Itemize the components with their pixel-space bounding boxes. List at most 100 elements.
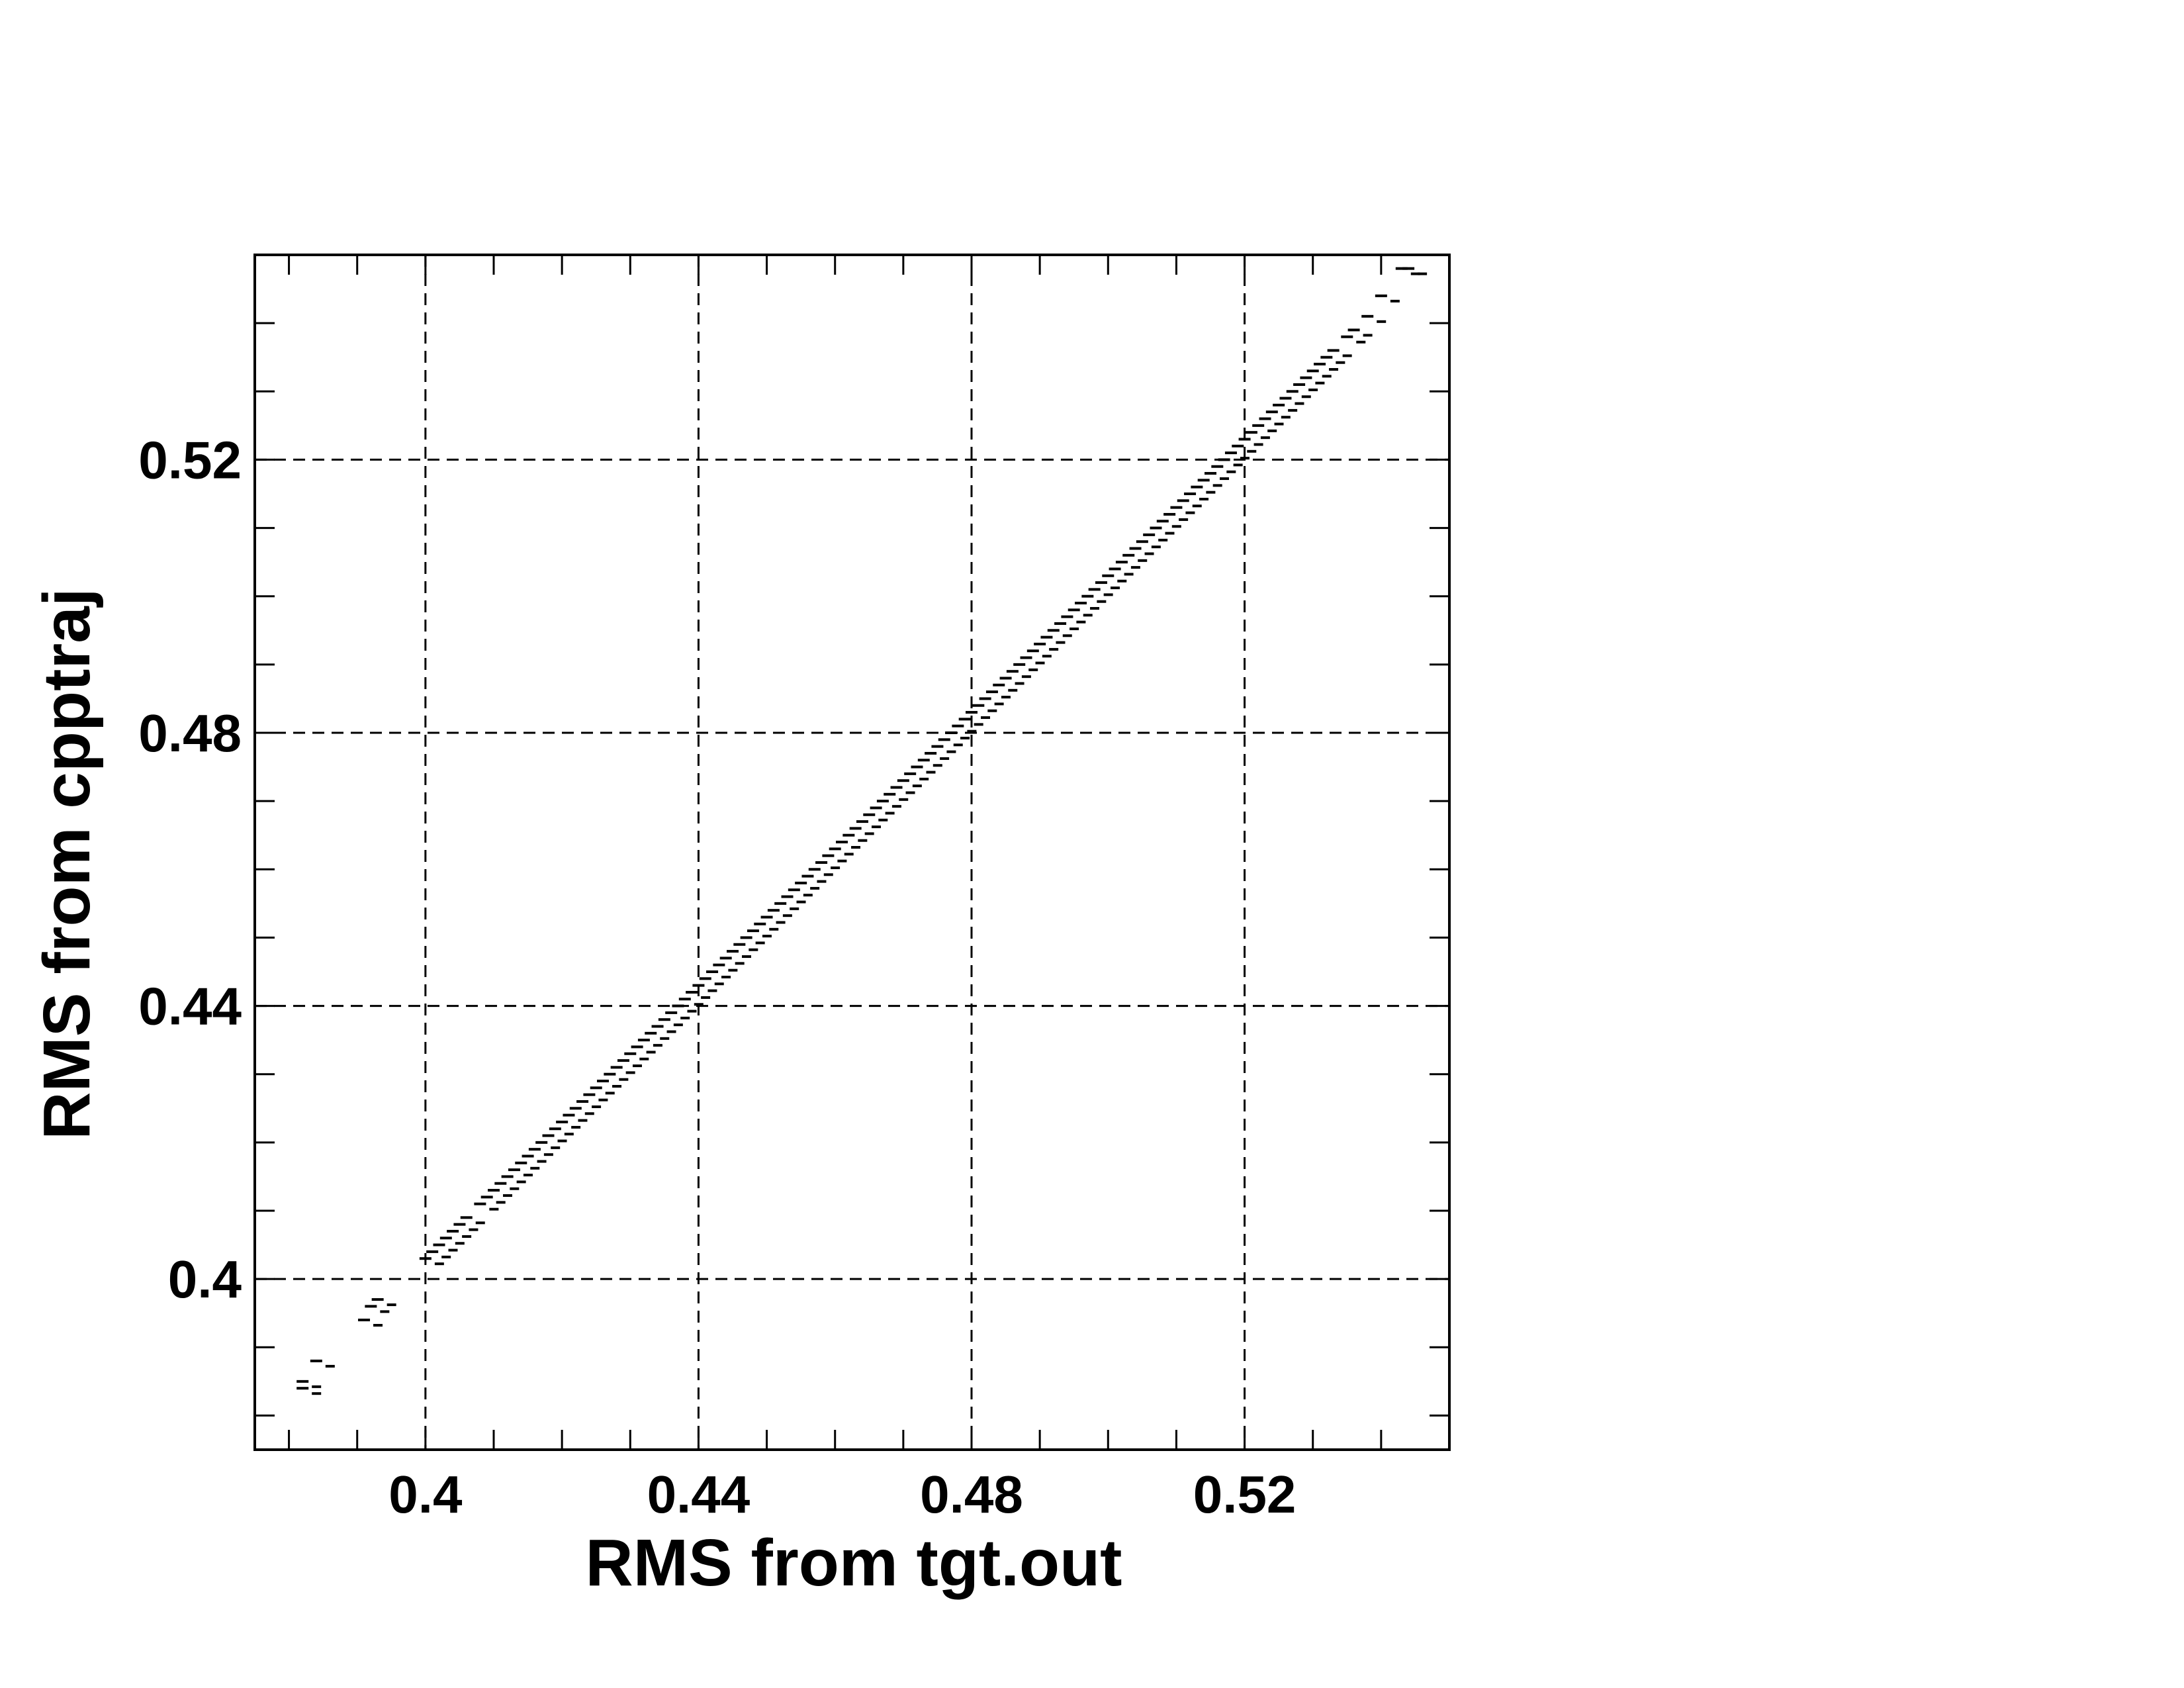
data-point bbox=[516, 1180, 526, 1184]
data-point bbox=[905, 791, 915, 794]
data-point bbox=[1122, 553, 1135, 557]
data-point bbox=[842, 833, 855, 837]
data-point bbox=[993, 683, 1005, 686]
data-point bbox=[639, 1057, 649, 1060]
data-point bbox=[571, 1125, 581, 1129]
data-point bbox=[1212, 484, 1222, 487]
data-point bbox=[1013, 663, 1026, 666]
data-point bbox=[637, 1039, 650, 1042]
data-point bbox=[931, 745, 944, 748]
data-point bbox=[1356, 340, 1366, 344]
data-point bbox=[1192, 504, 1202, 508]
y-tick-label: 0.4 bbox=[168, 1250, 242, 1309]
x-tick-labels: 0.4 0.44 0.48 0.52 bbox=[388, 1465, 1296, 1524]
data-point bbox=[448, 1248, 458, 1252]
data-point bbox=[530, 1166, 540, 1170]
data-point bbox=[1171, 525, 1181, 528]
data-point bbox=[1156, 520, 1169, 523]
data-point bbox=[619, 1078, 629, 1081]
data-point bbox=[815, 861, 828, 864]
grid-lines bbox=[255, 255, 1449, 1450]
data-point bbox=[1410, 272, 1420, 275]
data-point bbox=[1177, 499, 1189, 502]
data-point bbox=[810, 886, 820, 890]
data-point bbox=[1090, 607, 1100, 610]
data-point bbox=[938, 738, 950, 741]
data-point bbox=[1205, 472, 1216, 475]
data-point bbox=[1097, 600, 1107, 603]
data-point bbox=[1336, 361, 1345, 364]
data-point bbox=[925, 751, 937, 755]
data-point bbox=[1265, 410, 1278, 414]
data-point bbox=[489, 1207, 499, 1211]
data-point bbox=[972, 704, 985, 707]
data-point bbox=[584, 1112, 594, 1115]
data-point bbox=[624, 1052, 637, 1055]
data-point bbox=[1056, 641, 1066, 644]
data-point bbox=[1015, 682, 1024, 685]
data-point bbox=[380, 1310, 390, 1313]
data-point bbox=[1021, 675, 1031, 679]
data-point bbox=[686, 990, 698, 994]
data-point bbox=[1320, 355, 1333, 359]
data-point bbox=[979, 697, 991, 700]
data-point bbox=[876, 800, 889, 803]
data-point bbox=[597, 1080, 610, 1083]
data-point bbox=[1088, 588, 1101, 591]
data-point bbox=[946, 750, 956, 753]
data-point bbox=[325, 1364, 335, 1368]
data-point bbox=[856, 820, 868, 823]
data-point bbox=[1327, 349, 1340, 352]
data-point bbox=[1150, 526, 1162, 530]
data-point bbox=[1259, 417, 1271, 420]
data-point bbox=[474, 1202, 486, 1205]
data-point bbox=[774, 902, 787, 905]
data-point bbox=[387, 1303, 396, 1307]
x-axis-label: RMS from tgt.out bbox=[586, 1526, 1122, 1600]
data-point bbox=[1143, 533, 1156, 536]
data-point bbox=[433, 1243, 445, 1246]
data-point bbox=[672, 1004, 684, 1008]
data-point bbox=[680, 1016, 690, 1019]
data-point bbox=[1061, 615, 1073, 618]
data-point bbox=[631, 1045, 643, 1049]
data-point bbox=[1008, 688, 1018, 692]
data-point bbox=[434, 1262, 444, 1266]
data-point bbox=[1076, 620, 1086, 624]
data-point bbox=[426, 1250, 439, 1253]
data-point bbox=[822, 854, 835, 857]
data-point bbox=[728, 968, 738, 972]
data-point bbox=[658, 1018, 670, 1021]
data-point bbox=[590, 1086, 602, 1090]
data-point bbox=[646, 1051, 656, 1054]
data-point bbox=[503, 1194, 512, 1197]
data-point bbox=[1124, 573, 1134, 576]
data-point bbox=[678, 998, 691, 1001]
data-point bbox=[598, 1098, 608, 1102]
data-point bbox=[808, 868, 821, 871]
data-point bbox=[713, 963, 725, 966]
data-point bbox=[549, 1127, 561, 1131]
data-point bbox=[1165, 532, 1175, 535]
data-point bbox=[1144, 552, 1154, 555]
data-point bbox=[999, 677, 1012, 680]
data-point bbox=[296, 1387, 309, 1390]
data-point bbox=[604, 1072, 616, 1076]
data-point bbox=[885, 812, 895, 815]
data-point bbox=[508, 1168, 520, 1172]
data-point bbox=[480, 1196, 493, 1199]
data-point bbox=[1006, 670, 1019, 673]
data-point bbox=[371, 1298, 384, 1301]
data-point bbox=[1170, 506, 1183, 509]
data-point bbox=[1026, 649, 1039, 653]
plot-frame bbox=[253, 254, 1451, 1451]
data-point bbox=[694, 1003, 704, 1006]
data-point bbox=[899, 798, 909, 801]
data-point bbox=[1179, 518, 1189, 521]
data-point bbox=[1151, 545, 1161, 549]
data-point bbox=[1185, 511, 1195, 514]
data-point bbox=[958, 718, 971, 721]
data-point bbox=[625, 1071, 635, 1074]
data-point bbox=[919, 777, 929, 780]
